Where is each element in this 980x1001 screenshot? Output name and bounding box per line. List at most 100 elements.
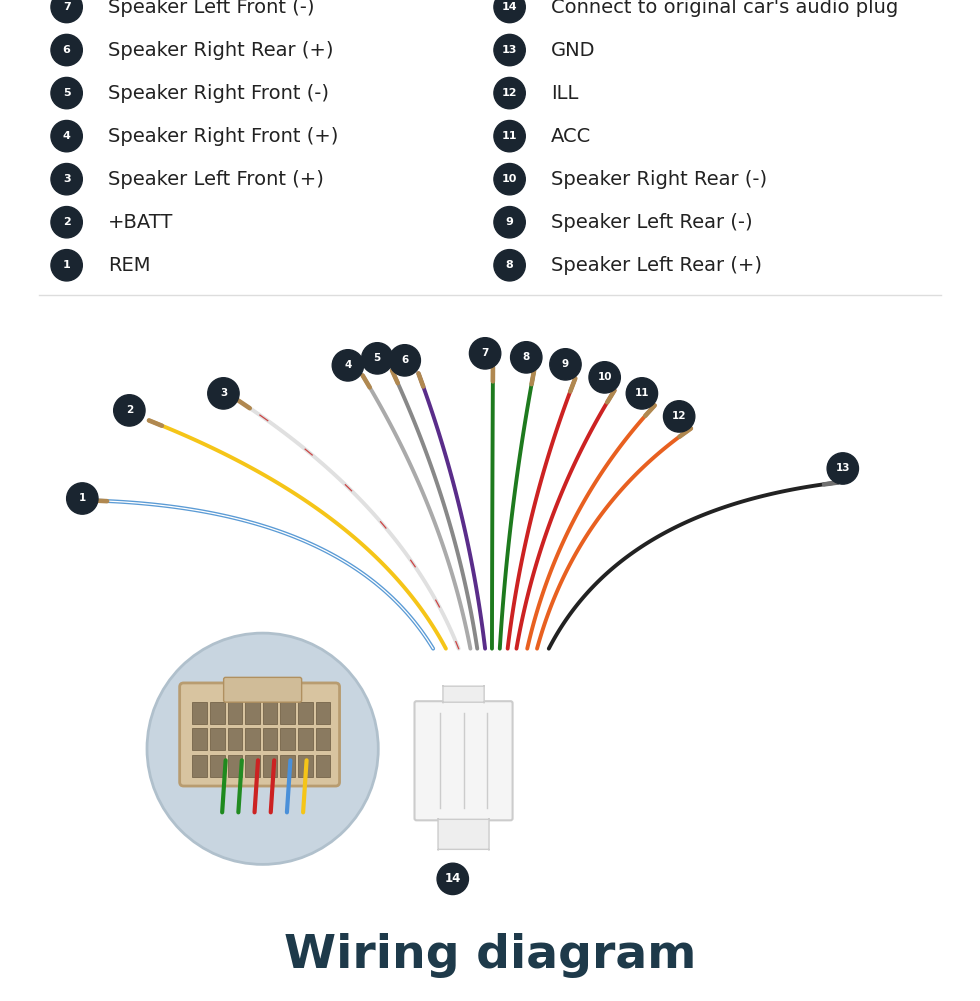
Text: Wiring diagram: Wiring diagram (284, 934, 696, 978)
FancyBboxPatch shape (227, 702, 242, 724)
FancyBboxPatch shape (210, 702, 224, 724)
Circle shape (589, 361, 620, 393)
FancyBboxPatch shape (263, 755, 277, 777)
Circle shape (208, 377, 239, 409)
Circle shape (827, 452, 858, 484)
Text: ACC: ACC (551, 127, 591, 145)
Text: 5: 5 (63, 88, 71, 98)
FancyBboxPatch shape (280, 702, 295, 724)
Text: 13: 13 (836, 463, 850, 473)
Circle shape (550, 348, 581, 380)
FancyBboxPatch shape (443, 685, 484, 703)
Text: GND: GND (551, 41, 595, 59)
FancyBboxPatch shape (192, 755, 207, 777)
Circle shape (67, 482, 98, 515)
FancyBboxPatch shape (438, 819, 489, 851)
Circle shape (626, 377, 658, 409)
Circle shape (332, 349, 364, 381)
Text: 12: 12 (502, 88, 517, 98)
Text: 11: 11 (635, 388, 649, 398)
FancyBboxPatch shape (298, 729, 313, 750)
FancyBboxPatch shape (245, 729, 260, 750)
Text: +BATT: +BATT (108, 213, 173, 231)
Text: 8: 8 (522, 352, 530, 362)
Text: Speaker Left Front (-): Speaker Left Front (-) (108, 0, 315, 16)
Text: 4: 4 (63, 131, 71, 141)
Circle shape (494, 120, 525, 152)
Text: 10: 10 (598, 372, 612, 382)
Text: 2: 2 (125, 405, 133, 415)
Text: 3: 3 (220, 388, 227, 398)
Circle shape (147, 633, 378, 865)
Text: 6: 6 (63, 45, 71, 55)
Circle shape (494, 163, 525, 195)
Text: 9: 9 (562, 359, 569, 369)
Circle shape (114, 394, 145, 426)
FancyBboxPatch shape (227, 755, 242, 777)
FancyBboxPatch shape (415, 702, 513, 820)
Circle shape (511, 341, 542, 373)
Circle shape (51, 206, 82, 238)
Circle shape (494, 249, 525, 281)
FancyBboxPatch shape (280, 729, 295, 750)
Text: 10: 10 (502, 174, 517, 184)
Text: 1: 1 (78, 493, 86, 504)
Text: 5: 5 (373, 353, 381, 363)
Text: 13: 13 (502, 45, 517, 55)
FancyBboxPatch shape (316, 702, 330, 724)
Circle shape (469, 337, 501, 369)
FancyBboxPatch shape (245, 702, 260, 724)
FancyBboxPatch shape (298, 702, 313, 724)
Circle shape (51, 77, 82, 109)
Text: Connect to original car's audio plug: Connect to original car's audio plug (551, 0, 898, 16)
FancyBboxPatch shape (210, 729, 224, 750)
Circle shape (389, 344, 420, 376)
Circle shape (51, 249, 82, 281)
Text: Speaker Left Front (+): Speaker Left Front (+) (108, 170, 323, 188)
FancyBboxPatch shape (192, 702, 207, 724)
Text: 7: 7 (63, 2, 71, 12)
Text: Speaker Left Rear (+): Speaker Left Rear (+) (551, 256, 761, 274)
FancyBboxPatch shape (316, 755, 330, 777)
Text: Speaker Right Rear (-): Speaker Right Rear (-) (551, 170, 767, 188)
Circle shape (51, 0, 82, 23)
Text: 2: 2 (63, 217, 71, 227)
Text: 6: 6 (401, 355, 409, 365)
Circle shape (362, 342, 393, 374)
FancyBboxPatch shape (298, 755, 313, 777)
Circle shape (51, 120, 82, 152)
Text: Speaker Right Front (+): Speaker Right Front (+) (108, 127, 338, 145)
Circle shape (51, 34, 82, 66)
Text: Speaker Left Rear (-): Speaker Left Rear (-) (551, 213, 753, 231)
Text: 1: 1 (63, 260, 71, 270)
Text: 4: 4 (344, 360, 352, 370)
Text: REM: REM (108, 256, 150, 274)
Text: 3: 3 (63, 174, 71, 184)
Text: 9: 9 (506, 217, 514, 227)
FancyBboxPatch shape (192, 729, 207, 750)
Circle shape (494, 0, 525, 23)
Text: 11: 11 (502, 131, 517, 141)
FancyBboxPatch shape (223, 678, 302, 702)
Circle shape (494, 77, 525, 109)
Text: 14: 14 (445, 873, 461, 885)
Circle shape (494, 206, 525, 238)
FancyBboxPatch shape (316, 729, 330, 750)
FancyBboxPatch shape (263, 702, 277, 724)
Text: Speaker Right Rear (+): Speaker Right Rear (+) (108, 41, 333, 59)
Circle shape (663, 400, 695, 432)
Text: ILL: ILL (551, 84, 578, 102)
FancyBboxPatch shape (263, 729, 277, 750)
FancyBboxPatch shape (179, 683, 339, 786)
FancyBboxPatch shape (210, 755, 224, 777)
Text: Speaker Right Front (-): Speaker Right Front (-) (108, 84, 329, 102)
FancyBboxPatch shape (227, 729, 242, 750)
FancyBboxPatch shape (280, 755, 295, 777)
Text: 12: 12 (672, 411, 686, 421)
Circle shape (437, 863, 468, 895)
FancyBboxPatch shape (245, 755, 260, 777)
Text: 8: 8 (506, 260, 514, 270)
Circle shape (494, 34, 525, 66)
Text: 14: 14 (502, 2, 517, 12)
Circle shape (51, 163, 82, 195)
